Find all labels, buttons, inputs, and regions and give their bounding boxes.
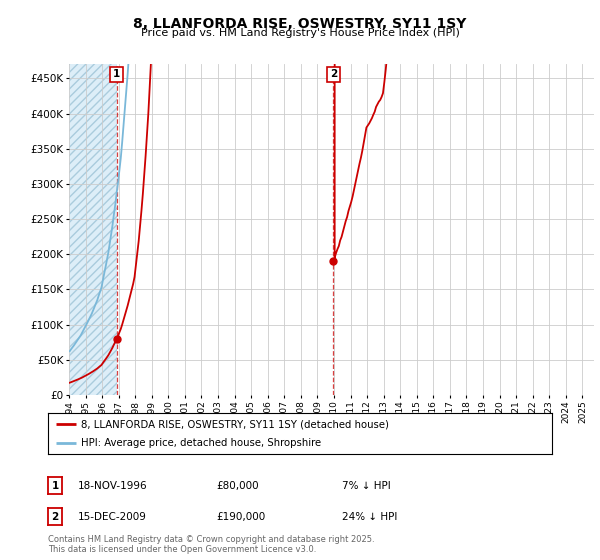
Bar: [69, 64, 116, 395]
Text: 8, LLANFORDA RISE, OSWESTRY, SY11 1SY: 8, LLANFORDA RISE, OSWESTRY, SY11 1SY: [133, 17, 467, 31]
Text: 1: 1: [52, 480, 59, 491]
Text: £190,000: £190,000: [216, 512, 265, 522]
Bar: [69, 64, 116, 395]
Text: £80,000: £80,000: [216, 480, 259, 491]
Text: 24% ↓ HPI: 24% ↓ HPI: [342, 512, 397, 522]
Text: 2: 2: [52, 512, 59, 522]
Text: Contains HM Land Registry data © Crown copyright and database right 2025.
This d: Contains HM Land Registry data © Crown c…: [48, 535, 374, 554]
Text: HPI: Average price, detached house, Shropshire: HPI: Average price, detached house, Shro…: [81, 438, 321, 447]
Text: 8, LLANFORDA RISE, OSWESTRY, SY11 1SY (detached house): 8, LLANFORDA RISE, OSWESTRY, SY11 1SY (d…: [81, 419, 389, 429]
Text: 18-NOV-1996: 18-NOV-1996: [78, 480, 148, 491]
Text: 2: 2: [329, 69, 337, 80]
Text: 7% ↓ HPI: 7% ↓ HPI: [342, 480, 391, 491]
Text: 1: 1: [113, 69, 121, 80]
Text: 15-DEC-2009: 15-DEC-2009: [78, 512, 147, 522]
Text: Price paid vs. HM Land Registry's House Price Index (HPI): Price paid vs. HM Land Registry's House …: [140, 28, 460, 38]
